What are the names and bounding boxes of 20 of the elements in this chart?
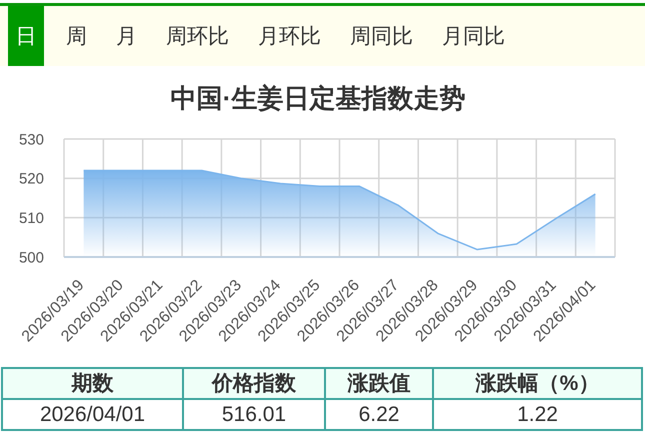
y-tick-label: 510: [18, 210, 44, 227]
text: 周同比: [350, 25, 413, 48]
text: 涨跌值: [348, 372, 410, 395]
text: 2026/04/01: [40, 403, 146, 426]
text: 月: [116, 25, 137, 48]
y-tick-label: 500: [18, 249, 44, 266]
text: 6.22: [358, 403, 400, 426]
text: 1.22: [517, 403, 558, 426]
text: 涨跌幅（%）: [476, 372, 600, 395]
text: 月环比: [258, 25, 321, 48]
text: 期数: [72, 372, 114, 395]
text: 月同比: [442, 25, 505, 48]
chart-title: 中国·生姜日定基指数走势: [170, 83, 466, 113]
y-tick-label: 520: [18, 170, 44, 188]
y-tick-label: 530: [18, 131, 44, 148]
text: 周环比: [166, 25, 229, 48]
text: 516.01: [222, 403, 286, 426]
text: 周: [66, 25, 87, 48]
text: 价格指数: [212, 372, 296, 395]
selected-tab: 日: [8, 6, 44, 66]
